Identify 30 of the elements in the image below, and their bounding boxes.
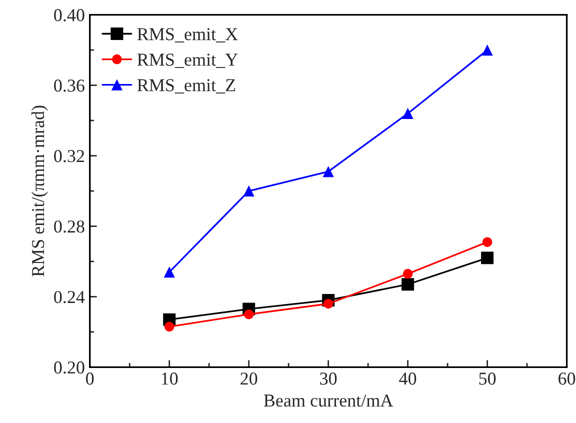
point [402, 278, 414, 291]
point [164, 322, 174, 332]
point [402, 268, 413, 279]
point [244, 309, 254, 320]
legend-label: RMS_emit_Z [137, 79, 236, 94]
point [481, 252, 494, 264]
x-tick-label: 10 [162, 372, 178, 385]
y-tick-label: 0.24 [54, 290, 85, 304]
y-tick-label: 0.20 [54, 361, 84, 374]
y-tick-label: 0.40 [54, 9, 84, 22]
y-tick-label: 0.32 [54, 150, 84, 162]
y-tick-label: 0.28 [54, 220, 84, 233]
legend-label: RMS_emit_X [137, 28, 238, 42]
x-tick-label: 20 [240, 372, 258, 385]
point [402, 108, 414, 120]
x-tick-label: 50 [479, 372, 496, 385]
x-tick-label: 40 [399, 372, 416, 385]
point [482, 237, 492, 247]
point [243, 185, 254, 197]
y-tick-label: 0.36 [54, 80, 84, 92]
point [323, 298, 334, 309]
point [482, 44, 493, 56]
x-tick-label: 60 [558, 372, 576, 385]
point [164, 266, 175, 278]
point [322, 166, 334, 178]
y-axis-title: RMS emit/(πmm·mrad) [31, 106, 48, 277]
x-tick-label: 0 [86, 372, 94, 385]
x-tick-label: 30 [320, 372, 337, 385]
legend-label: RMS_emit_Y [137, 54, 238, 68]
x-axis-title: Beam current/mA [264, 394, 394, 407]
